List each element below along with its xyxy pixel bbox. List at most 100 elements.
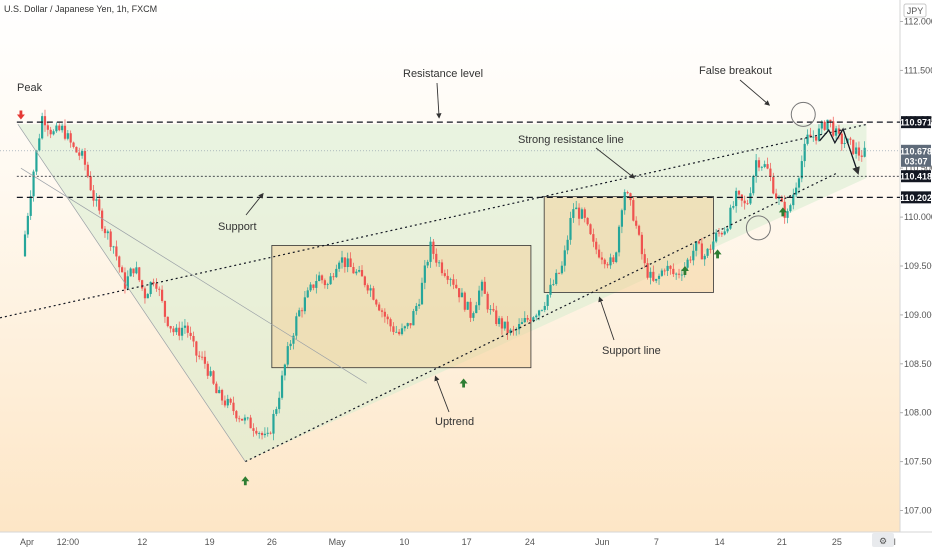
candle-body bbox=[192, 335, 195, 342]
candle-body bbox=[506, 321, 509, 334]
price-tag-label: 110.678 bbox=[900, 146, 932, 156]
candle-body bbox=[712, 241, 715, 250]
candle-body bbox=[617, 226, 621, 253]
tradingview-logo-icon: ⚙ bbox=[872, 533, 894, 547]
candle-body bbox=[61, 125, 64, 131]
annotations: Peak Resistance level False breakout Strong… bbox=[17, 65, 772, 428]
candle-body bbox=[246, 417, 249, 419]
candle-body bbox=[646, 263, 649, 278]
candle-body bbox=[563, 250, 566, 266]
candle-body bbox=[175, 327, 178, 333]
candle-body bbox=[338, 262, 341, 269]
currency-badge: JPY bbox=[903, 3, 927, 18]
candle-body bbox=[472, 313, 475, 318]
candle-body bbox=[735, 190, 738, 207]
candle-body bbox=[323, 280, 326, 286]
candle-body bbox=[392, 326, 395, 332]
candle-body bbox=[829, 119, 832, 122]
candle-body bbox=[840, 133, 843, 145]
y-tick-label: 112.000 bbox=[904, 17, 932, 27]
candle-body bbox=[863, 147, 866, 157]
candle-body bbox=[549, 284, 552, 295]
candle-body bbox=[612, 257, 615, 262]
candle-body bbox=[158, 288, 161, 290]
candle-body bbox=[706, 248, 709, 256]
annotation-strong-resistance-line: Strong resistance line bbox=[518, 134, 624, 146]
candle-body bbox=[535, 315, 538, 318]
candle-body bbox=[412, 311, 415, 326]
candle-body bbox=[260, 433, 264, 436]
candle-body bbox=[795, 187, 798, 195]
candle-body bbox=[103, 228, 107, 234]
candle-body bbox=[852, 139, 855, 154]
pointer-strong-resistance-line bbox=[595, 147, 636, 179]
candle-body bbox=[809, 134, 812, 138]
candle-body bbox=[835, 128, 838, 136]
candle-body bbox=[23, 234, 27, 257]
candle-body bbox=[560, 265, 564, 274]
peak-arrow-icon bbox=[16, 110, 25, 120]
candle-body bbox=[849, 138, 852, 140]
candle-body bbox=[349, 258, 352, 267]
candle-body bbox=[283, 364, 286, 376]
candle-body bbox=[832, 121, 835, 136]
candle-body bbox=[121, 267, 124, 273]
x-tick-label: Apr bbox=[20, 537, 34, 547]
candle-body bbox=[378, 304, 381, 311]
candle-body bbox=[286, 346, 289, 365]
candle-body bbox=[32, 171, 35, 197]
candle-body bbox=[715, 232, 718, 242]
pointer-support-line bbox=[598, 296, 615, 341]
candle-body bbox=[129, 268, 132, 277]
candle-body bbox=[418, 304, 421, 306]
candle-body bbox=[52, 131, 55, 135]
chart-title: U.S. Dollar / Japanese Yen, 1h, FXCM bbox=[4, 4, 157, 14]
candle-body bbox=[346, 258, 349, 268]
strong-resistance-trendline bbox=[0, 123, 868, 319]
candle-body bbox=[320, 275, 324, 281]
candle-body bbox=[300, 310, 304, 312]
y-tick-label: 109.500 bbox=[904, 261, 932, 271]
candle-body bbox=[115, 246, 118, 257]
candle-body bbox=[309, 284, 312, 291]
candle-body bbox=[843, 142, 846, 145]
candle-body bbox=[143, 288, 147, 299]
candle-body bbox=[78, 152, 81, 156]
candle-body bbox=[43, 116, 47, 126]
x-tick-label: 24 bbox=[525, 537, 535, 547]
candle-body bbox=[623, 192, 626, 211]
candle-body bbox=[363, 276, 366, 286]
candle-body bbox=[569, 217, 572, 240]
time-axis-panel bbox=[0, 532, 900, 550]
candle-body bbox=[460, 292, 464, 298]
candle-body bbox=[675, 273, 678, 275]
candle-body bbox=[395, 331, 398, 333]
candle-body bbox=[606, 264, 609, 266]
candle-body bbox=[298, 310, 301, 317]
candle-body bbox=[443, 273, 446, 276]
candle-body bbox=[860, 155, 863, 157]
annotation-support-line: Support line bbox=[602, 345, 661, 357]
candle-body bbox=[660, 270, 663, 276]
candle-body bbox=[195, 341, 198, 356]
x-tick-label: 12 bbox=[137, 537, 147, 547]
candle-body bbox=[695, 241, 698, 251]
candle-body bbox=[680, 274, 683, 276]
candle-body bbox=[240, 418, 244, 421]
candle-body bbox=[595, 241, 598, 250]
candle-body bbox=[69, 133, 72, 143]
candle-body bbox=[63, 125, 67, 139]
candle-body bbox=[580, 209, 584, 219]
candle-body bbox=[243, 417, 247, 421]
candle-body bbox=[815, 136, 818, 141]
candle-body bbox=[186, 325, 189, 333]
y-tick-label: 107.000 bbox=[904, 505, 932, 515]
candle-body bbox=[352, 266, 355, 274]
candle-body bbox=[543, 305, 546, 310]
candle-body bbox=[269, 432, 272, 434]
candle-body bbox=[198, 355, 201, 357]
candle-body bbox=[666, 265, 669, 271]
candle-body bbox=[306, 290, 309, 298]
